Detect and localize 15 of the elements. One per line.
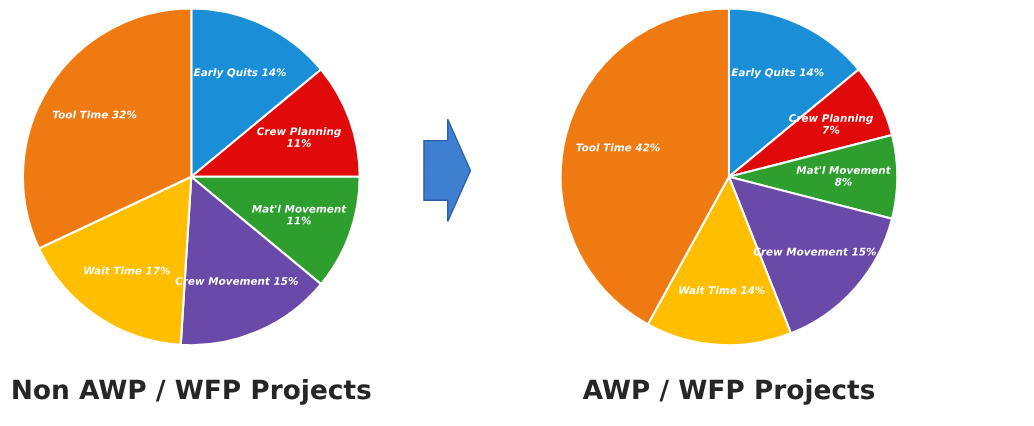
text: AWP / WFP Projects — [582, 379, 875, 405]
text: Non AWP / WFP Projects — [13, 379, 371, 405]
data-label: 11% — [286, 139, 311, 147]
slice-label: Mat'l Movement — [252, 204, 347, 213]
slice-label: Crew Planning — [257, 127, 341, 138]
data-label: 8% — [834, 177, 852, 186]
slice-label: Wait Time 14% — [679, 286, 765, 295]
slice-label: Wait Time 17% — [84, 266, 170, 275]
data-label: 11% — [286, 216, 311, 225]
slice-label: Early Quits 14% — [193, 68, 286, 79]
slice-label: Tool Time 42% — [576, 143, 660, 152]
slice-label: Early Quits 14% — [731, 68, 824, 79]
data-label: 7% — [822, 125, 840, 134]
slice-label: Mat'l Movement — [796, 165, 892, 174]
slice-label: Tool Time 32% — [52, 110, 137, 119]
